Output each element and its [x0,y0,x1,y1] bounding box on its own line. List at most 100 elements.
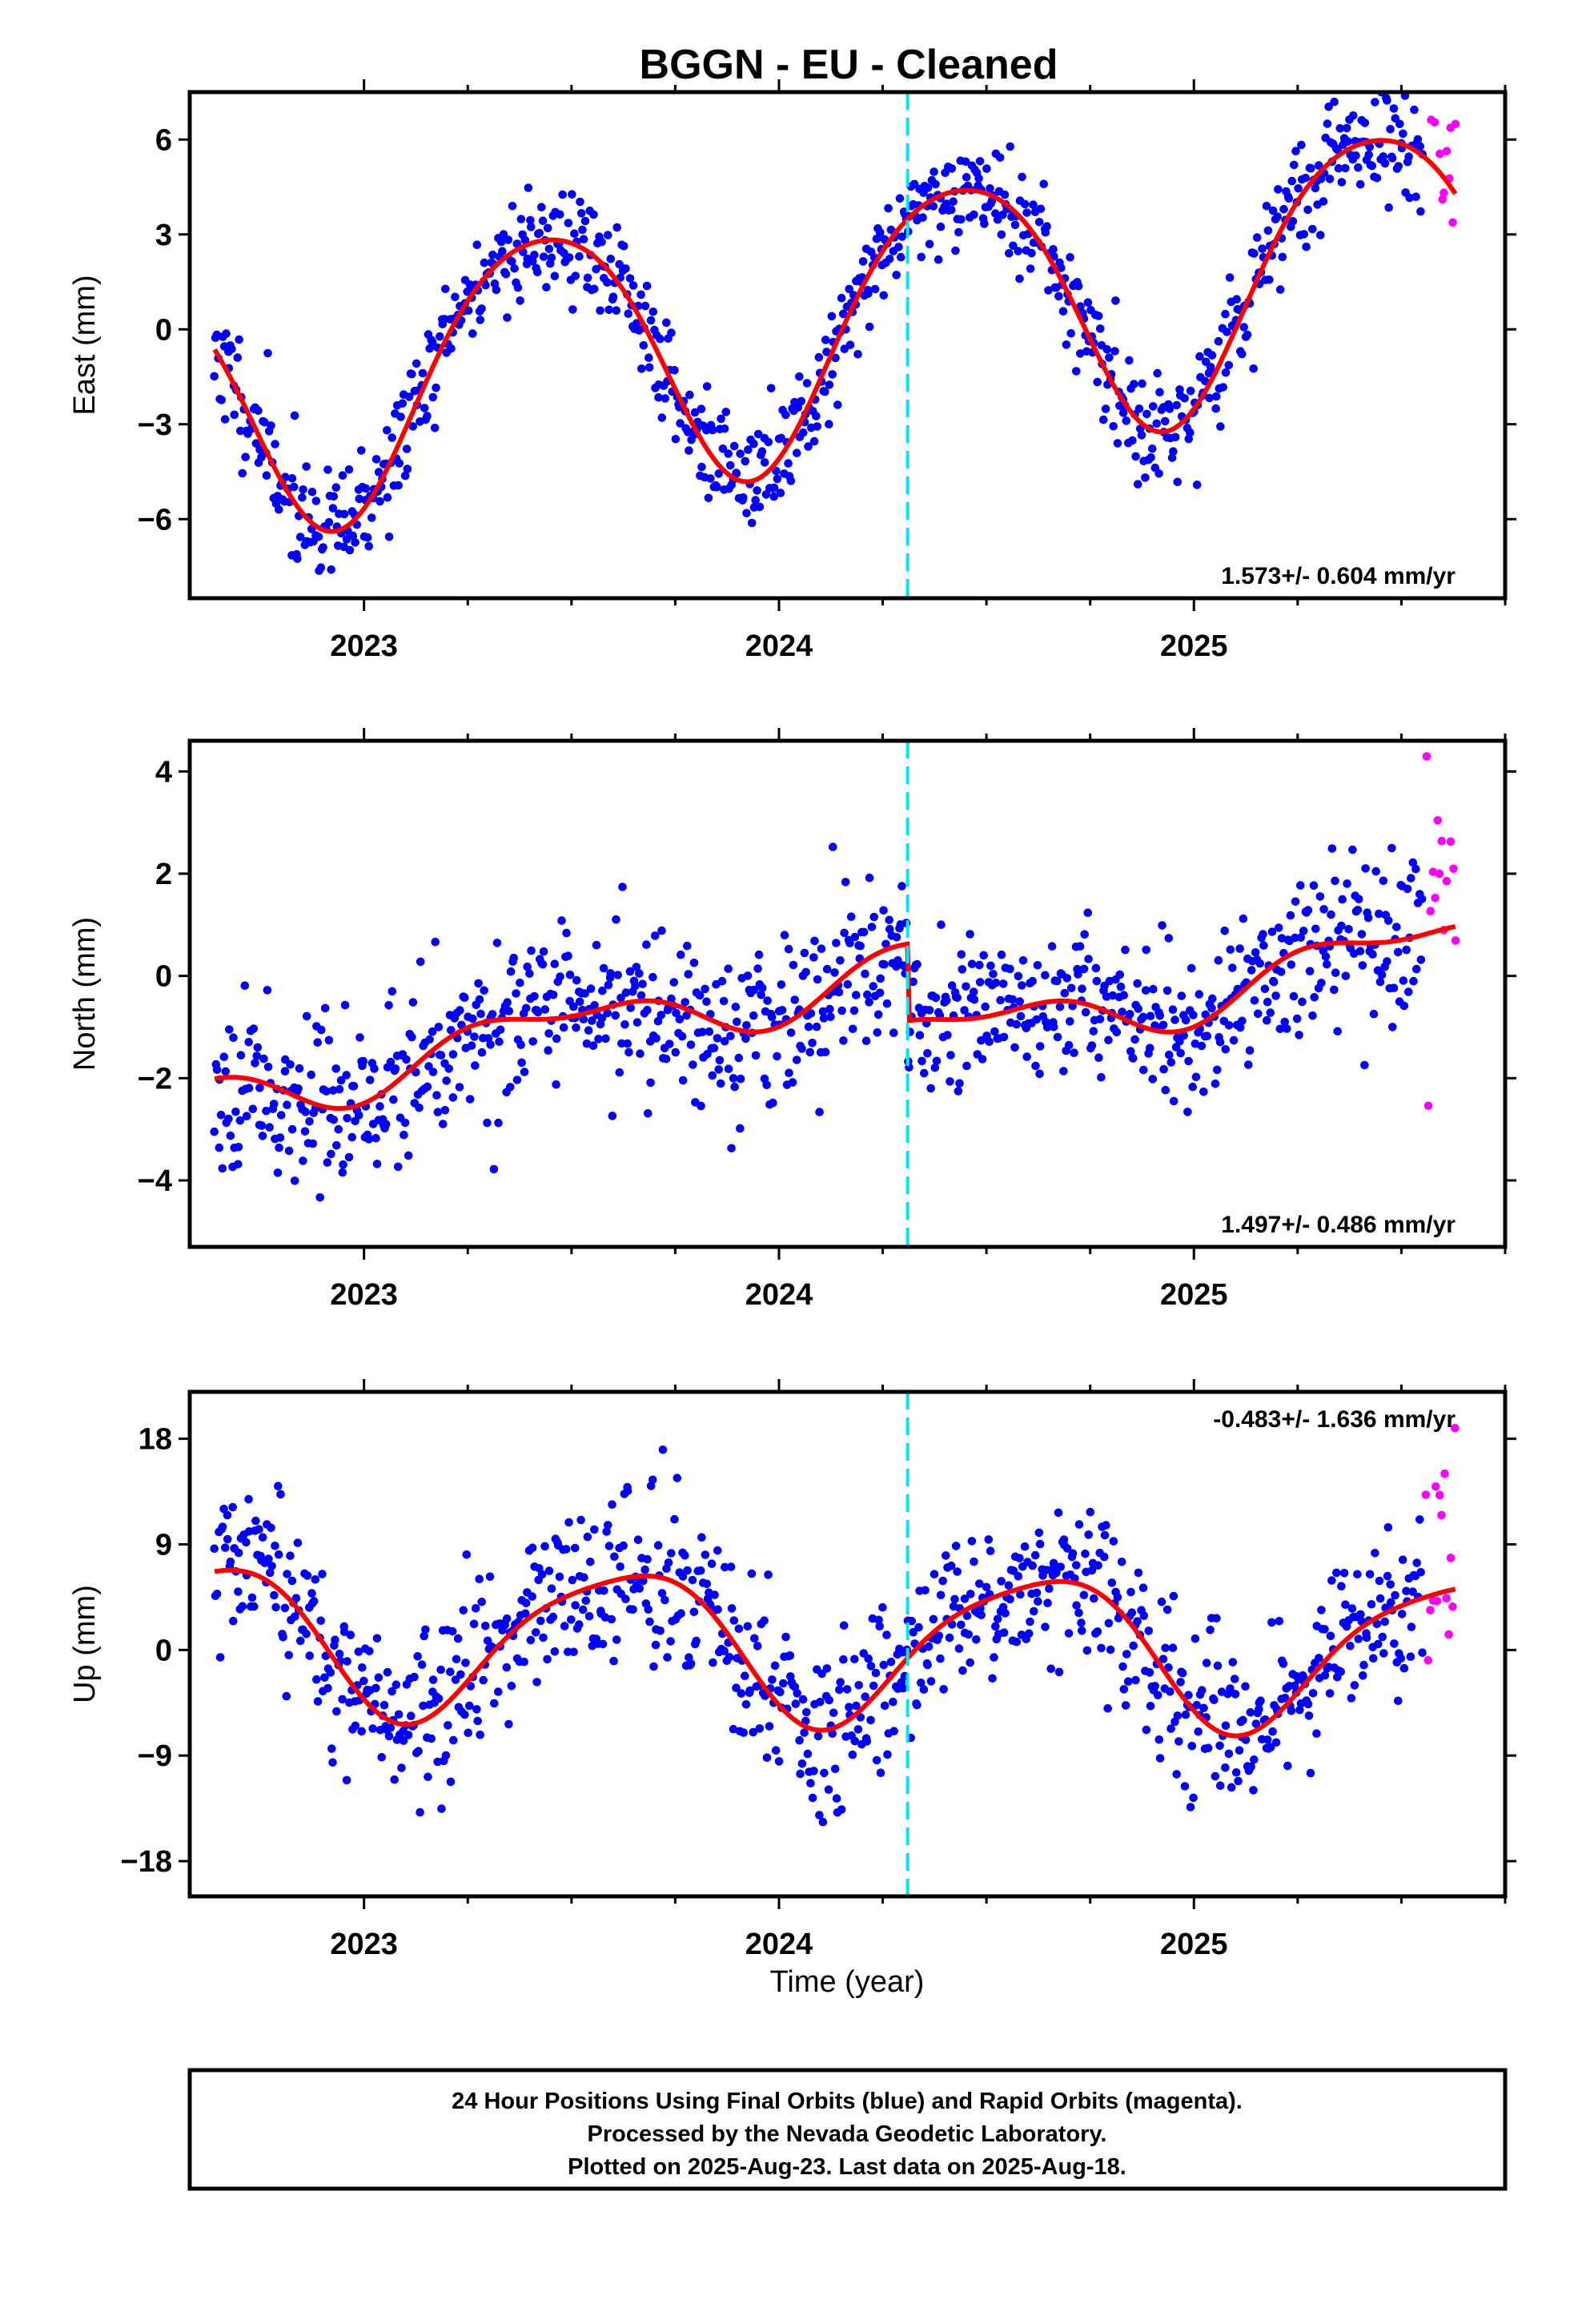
final-orbit-point [513,283,523,292]
final-orbit-point [615,1068,624,1077]
final-orbit-point [332,1140,341,1150]
final-orbit-point [813,422,821,431]
x-tick-label: 2025 [1160,629,1228,663]
final-orbit-point [697,1533,706,1542]
final-orbit-point [408,998,418,1007]
final-orbit-point [957,950,966,959]
final-orbit-point [1033,961,1042,970]
final-orbit-point [420,404,429,412]
final-orbit-point [869,982,877,991]
final-orbit-point [889,1028,898,1037]
final-orbit-point [1177,991,1186,1000]
final-orbit-point [834,987,844,997]
final-orbit-point [849,1006,859,1015]
final-orbit-point [897,232,906,241]
caption-line-2: Processed by the Nevada Geodetic Laborat… [588,2121,1107,2147]
final-orbit-point [786,1028,796,1037]
final-orbit-point [1207,1003,1216,1013]
final-orbit-point [413,1652,422,1661]
final-orbit-point [643,1554,652,1564]
final-orbit-point [777,980,786,989]
final-orbit-point [1245,1046,1255,1055]
final-orbit-point [654,393,663,402]
final-orbit-point [1084,1530,1093,1539]
final-orbit-point [1288,217,1298,226]
final-orbit-point [592,940,601,950]
final-orbit-point [882,999,892,1008]
final-orbit-point [1041,971,1050,980]
final-orbit-point [1365,143,1375,151]
final-orbit-point [729,441,739,451]
final-orbit-point [470,1032,479,1041]
final-orbit-point [913,1700,921,1710]
final-orbit-point [876,974,885,983]
final-orbit-point [861,969,869,979]
rapid-orbit-point [1439,188,1448,197]
final-orbit-point [309,1597,319,1606]
final-orbit-point [813,975,822,984]
final-orbit-point [859,927,869,937]
final-orbit-point [715,1055,725,1065]
final-orbit-point [1283,1024,1291,1033]
final-orbit-point [975,960,984,970]
final-orbit-point [464,1728,472,1738]
final-orbit-point [564,1647,572,1656]
final-orbit-point [1278,252,1287,262]
final-orbit-point [664,1558,673,1567]
final-orbit-point [434,1023,444,1031]
final-orbit-point [623,1039,632,1048]
final-orbit-point [1336,1667,1345,1676]
final-orbit-point [1295,1031,1303,1039]
final-orbit-point [223,1534,232,1544]
final-orbit-point [1126,1047,1135,1056]
final-orbit-point [1054,1508,1063,1518]
final-orbit-point [387,433,397,442]
final-orbit-point [235,335,244,344]
final-orbit-point [508,257,516,266]
final-orbit-point [399,1736,408,1745]
final-orbit-point [1118,408,1128,417]
final-orbit-point [797,1044,806,1053]
final-orbit-point [915,1031,925,1039]
final-orbit-point [253,1043,263,1052]
final-orbit-point [751,496,760,505]
final-orbit-point [548,991,558,999]
final-orbit-point [767,1012,777,1022]
final-orbit-point [670,366,679,375]
final-orbit-point [521,1598,531,1608]
final-orbit-point [1326,1631,1335,1641]
final-orbit-point [791,1699,801,1708]
final-orbit-point [387,987,397,996]
final-orbit-point [263,1063,273,1072]
final-orbit-point [324,1035,334,1045]
final-orbit-point [568,305,577,314]
final-orbit-point [945,1633,954,1642]
final-orbit-point [293,1538,303,1547]
final-orbit-point [898,1683,908,1693]
final-orbit-point [1372,1619,1382,1628]
final-orbit-point [1295,1706,1304,1715]
final-orbit-point [342,1071,351,1080]
final-orbit-point [1275,1617,1284,1626]
final-orbit-point [686,1040,696,1049]
final-orbit-point [1221,1763,1230,1772]
final-orbit-point [1109,422,1118,431]
final-orbit-point [1094,1053,1103,1062]
final-orbit-point [476,316,485,324]
final-orbit-point [1368,950,1377,959]
final-orbit-point [379,1700,389,1710]
final-orbit-point [850,932,860,942]
final-orbit-point [698,1027,707,1036]
final-orbit-point [741,1671,749,1680]
final-orbit-point [527,946,536,955]
final-orbit-point [795,372,804,381]
final-orbit-point [474,979,483,988]
final-orbit-point [361,484,371,493]
final-orbit-point [632,963,641,971]
final-orbit-point [1266,1008,1275,1017]
final-orbit-point [799,428,808,437]
final-orbit-point [335,1084,344,1094]
final-orbit-point [576,197,584,207]
final-orbit-point [689,1060,697,1069]
